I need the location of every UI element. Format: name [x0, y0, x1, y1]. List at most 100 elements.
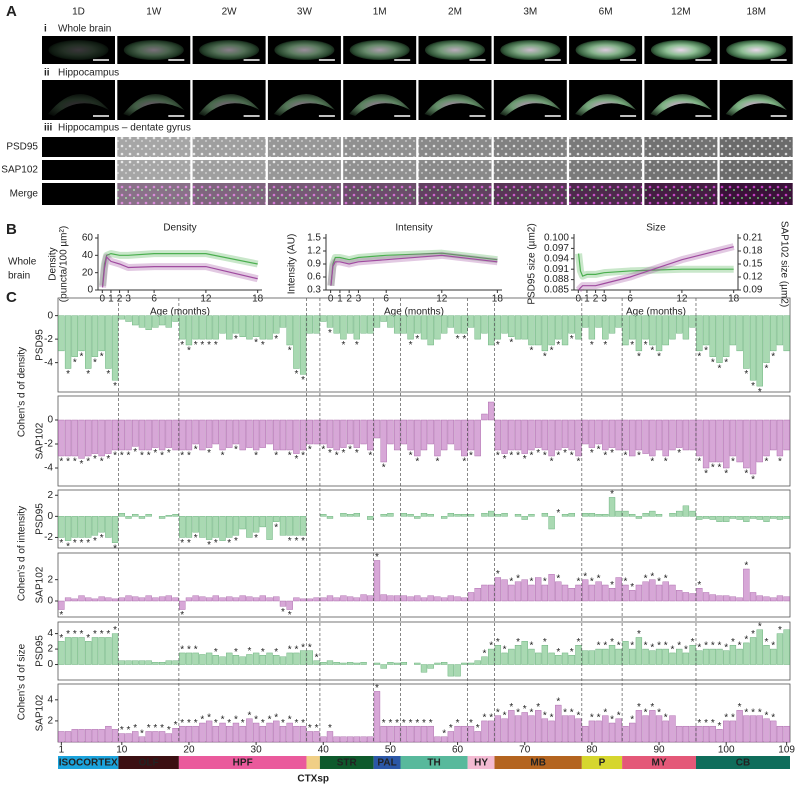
bar [568, 655, 575, 665]
significance-star: * [503, 710, 507, 721]
bar [716, 315, 723, 363]
bar [259, 315, 266, 340]
significance-star: * [301, 642, 305, 653]
significance-star: * [482, 713, 486, 724]
bar [420, 513, 428, 517]
bar [185, 419, 193, 451]
bar [132, 731, 139, 743]
bar [125, 660, 132, 665]
bar [635, 710, 643, 743]
bar [629, 648, 636, 665]
significance-star: * [341, 340, 345, 351]
bar [64, 419, 72, 457]
significance-star: * [503, 645, 507, 656]
bar [494, 645, 502, 665]
significance-star: * [637, 629, 641, 640]
significance-star: * [462, 334, 466, 345]
bar [387, 662, 394, 665]
significance-star: * [523, 454, 527, 465]
significance-star: * [127, 725, 131, 736]
bar [293, 725, 300, 743]
bar [333, 662, 340, 665]
bar [541, 584, 549, 602]
bar [555, 704, 562, 743]
bar [676, 648, 683, 665]
bar [360, 662, 367, 665]
significance-star: * [234, 715, 238, 726]
bar [105, 637, 112, 665]
bar [138, 516, 146, 519]
significance-star: * [543, 352, 547, 363]
bar [682, 725, 690, 743]
y-tick-label: 0 [47, 659, 53, 670]
bar [541, 718, 549, 743]
bar [743, 419, 750, 469]
bar [132, 660, 139, 665]
image-tile [267, 183, 341, 205]
significance-star: * [610, 580, 614, 591]
bar [729, 419, 737, 457]
bar [528, 315, 535, 346]
bar [407, 419, 414, 451]
bar [743, 315, 750, 369]
bar [588, 419, 596, 448]
bar [165, 595, 172, 602]
y2-axis-label: SAP102 size (µm2) [778, 221, 789, 307]
bar [763, 516, 770, 522]
bar [635, 315, 643, 352]
region-label: CTXsp [297, 774, 329, 785]
bar [71, 598, 78, 602]
significance-star: * [321, 445, 325, 456]
bar [467, 315, 475, 328]
bar [340, 662, 347, 665]
bar [749, 419, 757, 475]
x-tick-label: 60 [452, 745, 464, 756]
significance-star: * [194, 645, 198, 656]
significance-star: * [261, 647, 265, 658]
bar [521, 712, 528, 743]
image-tile [343, 160, 417, 180]
plot-frame [57, 621, 791, 681]
bar [676, 725, 683, 743]
x-tick-label: 2 [117, 294, 123, 305]
bar [749, 315, 757, 381]
significance-star: * [200, 715, 204, 726]
bar [232, 722, 240, 743]
image-tile [192, 137, 266, 157]
bar [454, 419, 461, 451]
x-tick-label: 6 [627, 294, 633, 305]
significance-star: * [724, 357, 728, 368]
image-tile [569, 183, 643, 205]
bar [414, 595, 421, 602]
bar [622, 725, 629, 743]
bar [252, 597, 260, 602]
bar [487, 648, 495, 665]
bar [400, 419, 408, 445]
bar [420, 597, 428, 602]
bar [642, 648, 649, 665]
significance-star: * [704, 469, 708, 480]
bar [158, 596, 166, 602]
bar [434, 736, 441, 743]
significance-star: * [254, 533, 258, 544]
y-tick-label: -4 [44, 463, 53, 474]
bar [514, 645, 522, 665]
bar [373, 419, 381, 439]
bar [91, 598, 99, 602]
bar [212, 516, 219, 538]
significance-star: * [718, 641, 722, 652]
bar [776, 595, 784, 602]
bar [71, 315, 78, 357]
bar [205, 419, 213, 448]
bar [716, 729, 723, 743]
significance-star: * [288, 346, 292, 357]
region-band [467, 756, 495, 769]
bar [561, 419, 569, 448]
significance-star: * [704, 641, 708, 652]
brain-section [349, 40, 410, 60]
significance-star: * [677, 448, 681, 459]
bar [246, 315, 253, 340]
bar [635, 419, 643, 451]
bar [226, 419, 233, 448]
bar [259, 516, 266, 528]
